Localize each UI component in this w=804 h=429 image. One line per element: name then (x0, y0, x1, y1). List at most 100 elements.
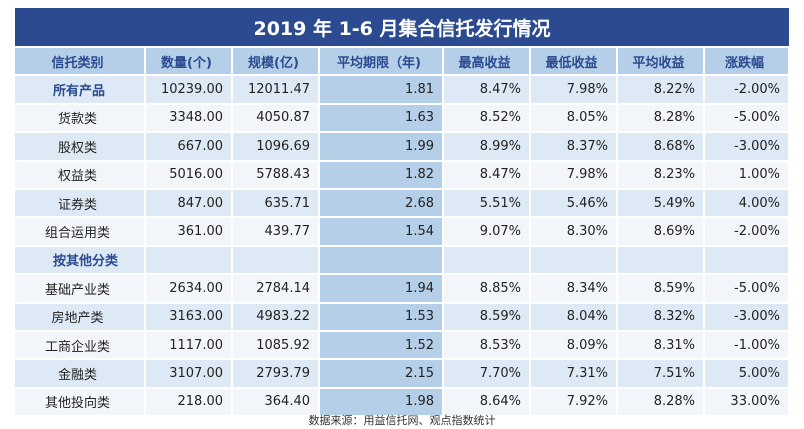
header-avg-yield: 平均收益 (617, 48, 705, 77)
max-yield-cell: 8.64% (443, 387, 531, 418)
min-yield-cell: 8.09% (530, 330, 618, 361)
scale-cell (232, 245, 320, 276)
avg-yield-cell: 8.22% (617, 75, 705, 105)
avg-term-cell: 1.63 (319, 103, 444, 134)
change-cell: -3.00% (704, 132, 790, 162)
category-cell: 其他投向类 (15, 387, 146, 418)
trust-issuance-table: 信托类别 数量(个) 规模(亿) 平均期限（年) 最高收益 最低收益 平均收益 … (15, 48, 790, 418)
count-cell: 218.00 (145, 387, 233, 418)
change-cell: -5.00% (704, 274, 790, 304)
max-yield-cell: 8.47% (443, 75, 531, 105)
count-cell: 2634.00 (145, 274, 233, 304)
avg-yield-cell: 8.28% (617, 387, 705, 418)
scale-cell: 635.71 (232, 188, 320, 219)
avg-term-cell: 2.68 (319, 188, 444, 219)
category-cell: 工商企业类 (15, 330, 146, 361)
avg-yield-cell: 8.32% (617, 302, 705, 332)
change-cell: -1.00% (704, 330, 790, 361)
count-cell: 3348.00 (145, 103, 233, 134)
change-cell: 4.00% (704, 188, 790, 219)
change-cell: -5.00% (704, 103, 790, 134)
scale-cell: 5788.43 (232, 160, 320, 190)
scale-cell: 439.77 (232, 217, 320, 247)
min-yield-cell: 5.46% (530, 188, 618, 219)
max-yield-cell: 8.59% (443, 302, 531, 332)
change-cell: -2.00% (704, 75, 790, 105)
scale-cell: 2784.14 (232, 274, 320, 304)
table-row: 其他投向类 218.00 364.40 1.98 8.64% 7.92% 8.28% 33.0… (15, 387, 790, 418)
category-cell: 金融类 (15, 359, 146, 389)
count-cell: 1117.00 (145, 330, 233, 361)
min-yield-cell: 8.04% (530, 302, 618, 332)
section-row: 按其他分类 (15, 245, 790, 276)
avg-term-cell: 1.81 (319, 75, 444, 105)
change-cell: 33.00% (704, 387, 790, 418)
min-yield-cell (530, 245, 618, 276)
count-cell: 5016.00 (145, 160, 233, 190)
scale-cell: 4050.87 (232, 103, 320, 134)
count-cell: 3163.00 (145, 302, 233, 332)
scale-cell: 364.40 (232, 387, 320, 418)
count-cell: 10239.00 (145, 75, 233, 105)
min-yield-cell: 8.05% (530, 103, 618, 134)
avg-term-cell: 1.82 (319, 160, 444, 190)
scale-cell: 1085.92 (232, 330, 320, 361)
scale-cell: 2793.79 (232, 359, 320, 389)
category-cell: 权益类 (15, 160, 146, 190)
avg-yield-cell (617, 245, 705, 276)
table-row: 货款类 3348.00 4050.87 1.63 8.52% 8.05% 8.28% -5.0… (15, 103, 790, 134)
max-yield-cell: 8.85% (443, 274, 531, 304)
avg-yield-cell: 8.28% (617, 103, 705, 134)
scale-cell: 4983.22 (232, 302, 320, 332)
change-cell: -2.00% (704, 217, 790, 247)
avg-yield-cell: 8.59% (617, 274, 705, 304)
table-row: 权益类 5016.00 5788.43 1.82 8.47% 7.98% 8.23% 1.00… (15, 160, 790, 190)
avg-yield-cell: 8.68% (617, 132, 705, 162)
count-cell: 667.00 (145, 132, 233, 162)
table-row: 证券类 847.00 635.71 2.68 5.51% 5.46% 5.49% 4.00% (15, 188, 790, 219)
header-change: 涨跌幅 (704, 48, 790, 77)
table-row: 房地产类 3163.00 4983.22 1.53 8.59% 8.04% 8.32% -3.… (15, 302, 790, 332)
avg-term-cell: 2.15 (319, 359, 444, 389)
header-scale: 规模(亿) (232, 48, 320, 77)
avg-yield-cell: 8.69% (617, 217, 705, 247)
table-row: 工商企业类 1117.00 1085.92 1.52 8.53% 8.09% 8.31% -1… (15, 330, 790, 361)
table-row: 股权类 667.00 1096.69 1.99 8.99% 8.37% 8.68% -3.00… (15, 132, 790, 162)
section-row: 所有产品 10239.00 12011.47 1.81 8.47% 7.98% 8.22% -… (15, 75, 790, 105)
min-yield-cell: 8.37% (530, 132, 618, 162)
max-yield-cell: 5.51% (443, 188, 531, 219)
change-cell: 5.00% (704, 359, 790, 389)
max-yield-cell: 8.99% (443, 132, 531, 162)
table-title: 2019 年 1-6 月集合信托发行情况 (15, 8, 789, 46)
avg-term-cell: 1.54 (319, 217, 444, 247)
max-yield-cell: 7.70% (443, 359, 531, 389)
count-cell: 847.00 (145, 188, 233, 219)
min-yield-cell: 7.92% (530, 387, 618, 418)
min-yield-cell: 7.98% (530, 160, 618, 190)
max-yield-cell: 8.52% (443, 103, 531, 134)
category-cell: 所有产品 (15, 75, 146, 105)
count-cell: 361.00 (145, 217, 233, 247)
header-row: 信托类别 数量(个) 规模(亿) 平均期限（年) 最高收益 最低收益 平均收益 … (15, 48, 790, 77)
category-cell: 组合运用类 (15, 217, 146, 247)
avg-term-cell (319, 245, 444, 276)
category-cell: 货款类 (15, 103, 146, 134)
avg-term-cell: 1.94 (319, 274, 444, 304)
max-yield-cell: 8.47% (443, 160, 531, 190)
table-row: 基础产业类 2634.00 2784.14 1.94 8.85% 8.34% 8.59% -5… (15, 274, 790, 304)
avg-yield-cell: 8.23% (617, 160, 705, 190)
category-cell: 股权类 (15, 132, 146, 162)
avg-yield-cell: 5.49% (617, 188, 705, 219)
category-cell: 证券类 (15, 188, 146, 219)
max-yield-cell (443, 245, 531, 276)
category-cell: 基础产业类 (15, 274, 146, 304)
min-yield-cell: 8.34% (530, 274, 618, 304)
header-category: 信托类别 (15, 48, 146, 77)
avg-yield-cell: 7.51% (617, 359, 705, 389)
change-cell: 1.00% (704, 160, 790, 190)
header-max-yield: 最高收益 (443, 48, 531, 77)
header-count: 数量(个) (145, 48, 233, 77)
scale-cell: 12011.47 (232, 75, 320, 105)
category-cell: 按其他分类 (15, 245, 146, 276)
avg-term-cell: 1.98 (319, 387, 444, 418)
